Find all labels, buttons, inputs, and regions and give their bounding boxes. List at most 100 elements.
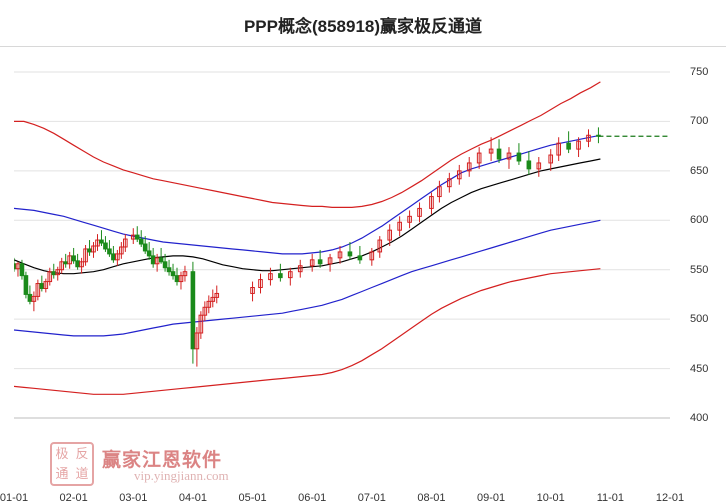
candlestick xyxy=(119,242,124,259)
candlestick xyxy=(75,253,80,270)
series-moving_average xyxy=(14,158,601,275)
candlestick xyxy=(59,257,65,274)
x-axis-tick-label: 11-01 xyxy=(596,492,625,504)
candlestick xyxy=(55,266,61,281)
y-axis-tick-label: 400 xyxy=(690,412,709,424)
candlestick xyxy=(174,267,180,286)
candlestick xyxy=(278,263,283,282)
watermark-sub-text: vip.yingjiann.com xyxy=(134,468,229,483)
candlestick xyxy=(43,278,49,293)
candlestick xyxy=(150,247,156,268)
x-axis-tick-label: 01-01 xyxy=(0,492,29,504)
candlestick xyxy=(111,245,116,263)
candlestick xyxy=(258,273,263,294)
candlestick xyxy=(447,172,452,193)
candlestick xyxy=(170,263,176,280)
series-lower_channel xyxy=(14,268,601,395)
candlestick xyxy=(476,147,482,169)
candlestick xyxy=(107,240,112,257)
candlestick xyxy=(51,263,57,279)
candlestick xyxy=(268,267,273,286)
candlestick xyxy=(138,230,144,247)
candlestick xyxy=(210,289,216,308)
series-lower_blue xyxy=(14,219,601,337)
x-axis-tick-label: 06-01 xyxy=(298,492,327,504)
candlestick xyxy=(166,259,172,276)
y-axis-tick-label: 500 xyxy=(690,313,709,326)
x-axis-tick-label: 03-01 xyxy=(119,492,148,504)
series-upper_blue xyxy=(14,134,601,255)
candlestick xyxy=(337,245,343,264)
candlestick xyxy=(31,291,37,312)
candlestick xyxy=(198,311,204,339)
candlestick xyxy=(63,253,68,268)
x-axis-tick-label: 04-01 xyxy=(178,492,207,504)
y-axis-tick-label: 550 xyxy=(690,263,709,276)
candlestick xyxy=(99,230,104,246)
candlestick xyxy=(158,247,164,264)
seal-char-2: 反 xyxy=(75,446,89,461)
candlestick xyxy=(417,202,422,223)
candlestick xyxy=(67,251,72,269)
candlestick xyxy=(190,261,196,364)
candlestick xyxy=(87,240,92,256)
y-axis-tick-label: 450 xyxy=(690,362,709,375)
chart-title: PPP概念(858918)赢家极反通道 xyxy=(243,17,483,36)
candlestick xyxy=(297,259,303,278)
candlestick xyxy=(250,281,255,302)
candlestick xyxy=(496,139,502,163)
y-axis-tick-label: 700 xyxy=(690,115,709,128)
candlestick xyxy=(526,151,532,175)
x-axis-tick-label: 07-01 xyxy=(357,492,386,504)
watermark-seal: 极 反 通 道 xyxy=(50,442,94,486)
candlestick xyxy=(586,129,591,148)
y-axis-tick-label: 750 xyxy=(690,66,709,78)
candlestick xyxy=(214,285,220,304)
candlestick xyxy=(39,275,45,292)
candlestick xyxy=(488,137,494,161)
candlestick xyxy=(387,224,393,246)
candlestick xyxy=(115,249,120,266)
seal-char-3: 通 xyxy=(55,466,69,481)
x-axis-tick-label: 08-01 xyxy=(417,492,446,504)
x-axis-tick-label: 05-01 xyxy=(238,492,267,504)
candlestick xyxy=(103,236,108,252)
candlestick xyxy=(536,157,542,177)
x-axis-tick-label: 10-01 xyxy=(536,492,565,504)
candlestick xyxy=(429,192,434,215)
plot-svg xyxy=(14,71,670,419)
x-axis-tick-label: 02-01 xyxy=(59,492,88,504)
candlestick xyxy=(347,242,353,260)
seal-char-4: 道 xyxy=(75,466,89,481)
candlestick xyxy=(15,261,21,277)
candlestick xyxy=(548,149,554,171)
candlestick xyxy=(516,143,522,165)
x-axis-tick-label: 12-01 xyxy=(655,492,685,504)
candlestick xyxy=(556,137,561,161)
candlestick xyxy=(309,253,315,272)
candlestick xyxy=(154,253,160,272)
candlestick xyxy=(566,131,571,154)
candlestick xyxy=(194,327,200,367)
candlestick xyxy=(47,267,53,286)
candlestick xyxy=(71,247,76,264)
candlestick xyxy=(95,234,100,251)
candlestick xyxy=(437,180,442,203)
candlestick xyxy=(596,127,601,144)
candlestick xyxy=(79,257,84,274)
series-upper_channel xyxy=(14,81,601,208)
candlestick xyxy=(466,157,472,177)
candlestick xyxy=(91,242,96,258)
candlestick xyxy=(288,267,293,286)
candlestick xyxy=(142,236,148,254)
candlestick xyxy=(327,253,333,272)
candlestick xyxy=(506,147,512,169)
candlestick xyxy=(317,249,323,268)
stock-chart: PPP概念(858918)赢家极反通道 极 反 通 道 赢家江恩软件 vip.y… xyxy=(0,17,726,504)
candlestick xyxy=(19,259,25,280)
candlestick xyxy=(357,245,363,264)
candlestick xyxy=(83,245,88,266)
x-axis-tick-label: 09-01 xyxy=(477,492,506,504)
title-divider xyxy=(0,46,726,47)
candlestick xyxy=(146,242,152,260)
